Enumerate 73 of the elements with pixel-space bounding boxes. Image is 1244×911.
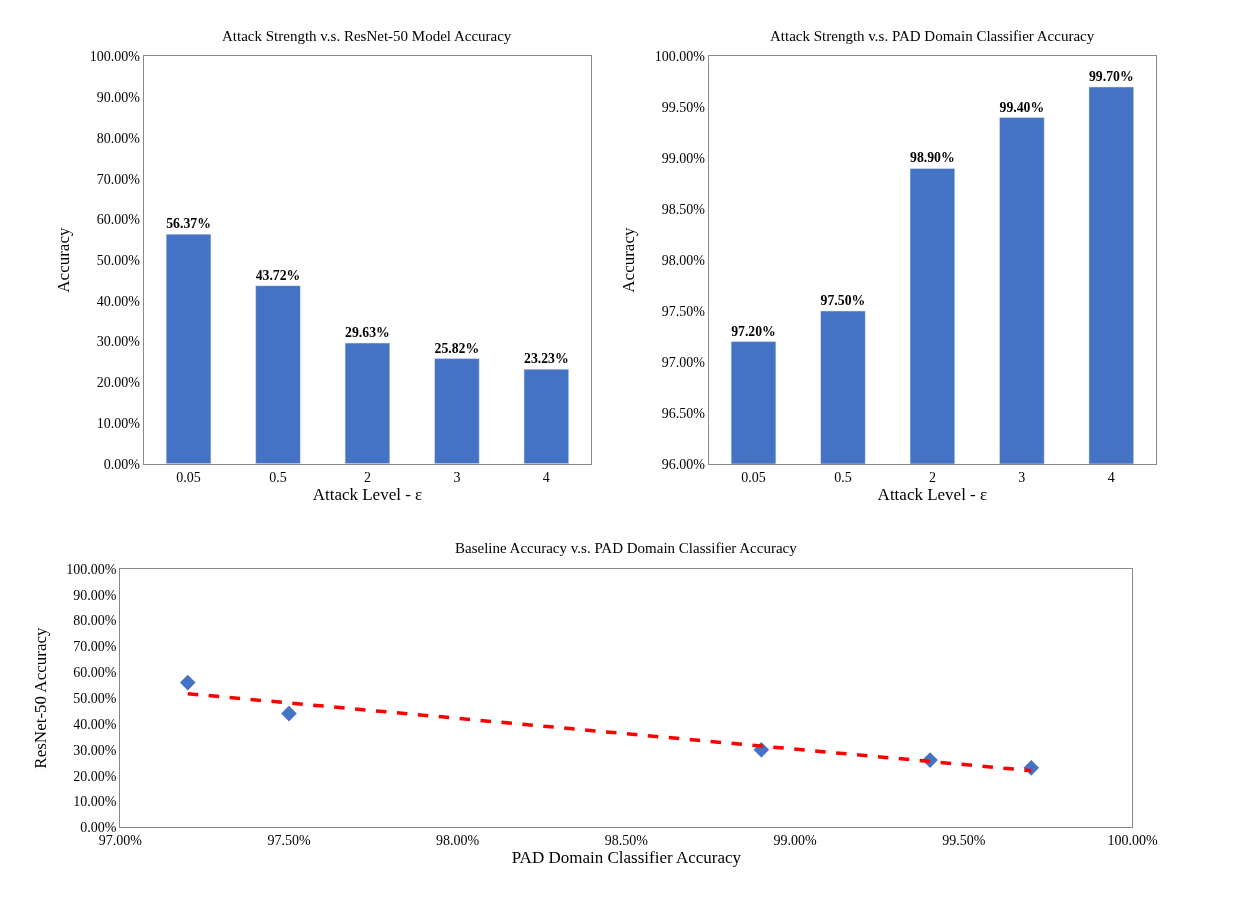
x-tick-label: 0.5: [834, 469, 852, 485]
bar: [255, 285, 301, 464]
bar: [434, 358, 480, 464]
y-tick-label: 70.00%: [73, 639, 117, 655]
x-tick-label: 97.50%: [267, 833, 311, 849]
x-tick-label: 4: [542, 469, 550, 485]
y-tick-label: 20.00%: [73, 768, 117, 784]
bar: [165, 233, 212, 464]
y-tick-label: 80.00%: [96, 130, 141, 146]
x-tick-label: 99.50%: [942, 833, 986, 849]
y-tick-label: 40.00%: [96, 293, 141, 309]
x-tick-label: 2: [363, 469, 371, 485]
y-tick-label: 70.00%: [96, 171, 141, 187]
y-tick-label: 0.00%: [80, 820, 117, 836]
y-tick-label: 50.00%: [96, 252, 141, 268]
data-label: 25.82%: [434, 340, 480, 356]
x-axis-title: Attack Level - ε: [312, 484, 423, 504]
x-tick-label: 0.05: [741, 469, 766, 485]
data-label: 98.90%: [910, 150, 955, 166]
y-tick-label: 97.00%: [661, 354, 706, 370]
y-axis-title: Accuracy: [619, 227, 639, 293]
data-label: 97.20%: [731, 323, 776, 339]
y-tick-label: 98.00%: [661, 252, 706, 268]
y-tick-label: 10.00%: [96, 415, 141, 431]
y-tick-label: 100.00%: [654, 49, 706, 65]
y-tick-label: 99.00%: [661, 151, 706, 167]
bar: [344, 342, 391, 464]
point: [179, 674, 196, 691]
chart-title: Baseline Accuracy v.s. PAD Domain Classifier Accuracy: [455, 540, 798, 556]
x-axis-title: PAD Domain Classifier Accuracy: [511, 848, 742, 868]
x-tick-label: 2: [928, 469, 936, 485]
x-tick-label: 98.00%: [436, 833, 480, 849]
x-tick-label: 0.5: [269, 469, 287, 485]
y-tick-label: 97.50%: [661, 303, 706, 319]
y-tick-label: 10.00%: [73, 794, 117, 810]
y-tick-label: 40.00%: [73, 716, 117, 732]
y-axis-title: ResNet-50 Accuracy: [30, 627, 50, 769]
x-tick-label: 98.50%: [604, 833, 649, 849]
x-tick-label: 100.00%: [1107, 833, 1158, 849]
chart-title: Attack Strength v.s. PAD Domain Classifier Accuracy: [770, 28, 1095, 44]
x-axis-title: Attack Level - ε: [877, 484, 988, 504]
x-tick-label: 99.00%: [773, 833, 817, 849]
data-label: 23.23%: [524, 351, 569, 367]
y-tick-label: 0.00%: [103, 456, 141, 472]
y-tick-label: 60.00%: [96, 212, 141, 228]
y-tick-label: 99.50%: [661, 100, 706, 116]
x-tick-label: 3: [453, 469, 461, 485]
y-tick-label: 98.50%: [661, 202, 706, 218]
y-tick-label: 30.00%: [96, 334, 141, 350]
y-tick-label: 90.00%: [96, 90, 141, 106]
x-tick-label: 0.05: [176, 469, 201, 485]
x-tick-label: 3: [1018, 469, 1026, 485]
data-label: 97.50%: [820, 293, 866, 309]
x-tick-label: 4: [1107, 469, 1115, 485]
data-label: 29.63%: [345, 325, 390, 341]
y-tick-label: 100.00%: [66, 561, 117, 577]
y-tick-label: 96.00%: [661, 456, 706, 472]
data-label: 43.72%: [255, 267, 301, 283]
y-tick-label: 96.50%: [661, 405, 706, 421]
y-tick-label: 60.00%: [73, 665, 117, 681]
data-label: 99.70%: [1088, 69, 1134, 85]
y-tick-label: 30.00%: [73, 742, 117, 758]
y-tick-label: 90.00%: [73, 587, 117, 603]
point: [281, 705, 297, 722]
y-axis-title: Accuracy: [54, 227, 74, 293]
bar: [523, 368, 569, 464]
y-tick-label: 100.00%: [89, 49, 141, 65]
data-label: 99.40%: [999, 99, 1045, 115]
y-tick-label: 50.00%: [73, 690, 117, 706]
data-label: 56.37%: [166, 216, 211, 232]
chart-title: Attack Strength v.s. ResNet-50 Model Accuracy: [222, 28, 512, 44]
y-tick-label: 80.00%: [73, 613, 117, 629]
y-tick-label: 20.00%: [96, 375, 141, 391]
